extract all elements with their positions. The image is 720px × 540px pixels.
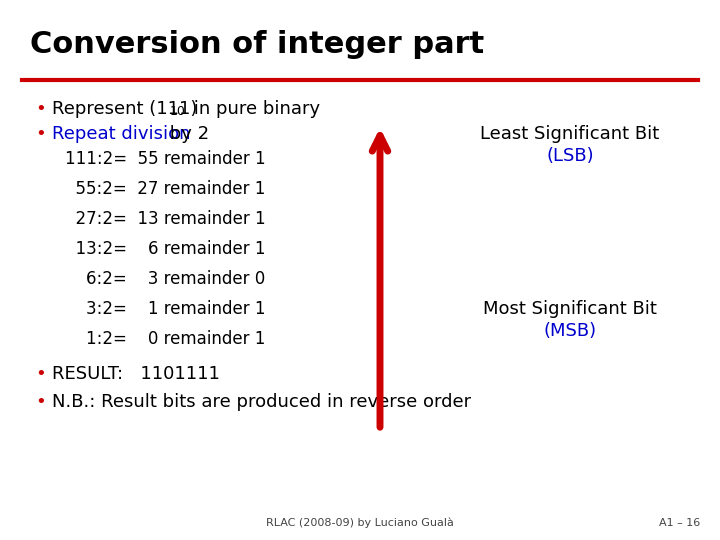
Text: •: • bbox=[35, 393, 46, 411]
Text: Least Significant Bit: Least Significant Bit bbox=[480, 125, 660, 143]
Text: 111:2=  55 remainder 1: 111:2= 55 remainder 1 bbox=[65, 150, 266, 168]
Text: 13:2=    6 remainder 1: 13:2= 6 remainder 1 bbox=[65, 240, 266, 258]
Text: Conversion of integer part: Conversion of integer part bbox=[30, 30, 485, 59]
Text: 10: 10 bbox=[170, 105, 186, 118]
Text: •: • bbox=[35, 365, 46, 383]
Text: •: • bbox=[35, 125, 46, 143]
Text: Most Significant Bit: Most Significant Bit bbox=[483, 300, 657, 318]
Text: •: • bbox=[35, 100, 46, 118]
Text: 1:2=    0 remainder 1: 1:2= 0 remainder 1 bbox=[65, 330, 266, 348]
Text: in pure binary: in pure binary bbox=[188, 100, 320, 118]
Text: (MSB): (MSB) bbox=[544, 322, 597, 340]
Text: A1 – 16: A1 – 16 bbox=[659, 518, 700, 528]
Text: 3:2=    1 remainder 1: 3:2= 1 remainder 1 bbox=[65, 300, 266, 318]
Text: 6:2=    3 remainder 0: 6:2= 3 remainder 0 bbox=[65, 270, 265, 288]
Text: Repeat division: Repeat division bbox=[52, 125, 191, 143]
Text: 27:2=  13 remainder 1: 27:2= 13 remainder 1 bbox=[65, 210, 266, 228]
Text: (LSB): (LSB) bbox=[546, 147, 594, 165]
Text: RESULT:   1101111: RESULT: 1101111 bbox=[52, 365, 220, 383]
Text: Represent (111): Represent (111) bbox=[52, 100, 197, 118]
Text: RLAC (2008-09) by Luciano Gualà: RLAC (2008-09) by Luciano Gualà bbox=[266, 517, 454, 528]
Text: N.B.: Result bits are produced in reverse order: N.B.: Result bits are produced in revers… bbox=[52, 393, 471, 411]
Text: 55:2=  27 remainder 1: 55:2= 27 remainder 1 bbox=[65, 180, 266, 198]
Text: by 2: by 2 bbox=[164, 125, 209, 143]
